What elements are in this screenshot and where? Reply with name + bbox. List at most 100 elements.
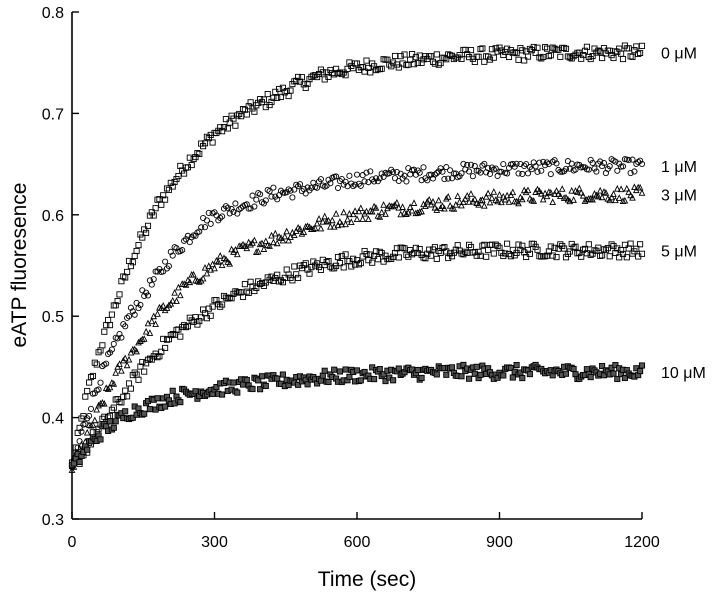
data-point xyxy=(274,94,281,101)
data-point xyxy=(243,288,250,295)
data-point xyxy=(578,253,585,260)
data-point xyxy=(144,356,152,363)
data-point xyxy=(610,54,617,62)
data-point xyxy=(509,188,517,196)
data-point xyxy=(100,400,108,407)
data-point xyxy=(500,372,507,379)
data-point xyxy=(414,250,421,257)
data-point xyxy=(382,378,389,385)
data-point xyxy=(445,175,452,182)
data-point xyxy=(583,195,591,203)
data-point xyxy=(408,206,416,214)
data-point xyxy=(409,51,416,58)
data-point xyxy=(501,195,509,203)
data-point xyxy=(290,231,298,239)
data-point xyxy=(319,217,327,225)
data-point xyxy=(369,259,376,266)
data-point xyxy=(106,322,114,329)
data-point xyxy=(162,196,169,203)
data-point xyxy=(509,374,516,381)
data-point xyxy=(274,271,281,278)
data-point xyxy=(148,356,155,363)
data-point xyxy=(448,52,456,59)
data-point xyxy=(524,186,532,194)
data-point xyxy=(232,288,239,295)
data-point xyxy=(585,241,592,248)
data-point xyxy=(224,125,231,132)
data-point xyxy=(638,189,646,196)
data-point xyxy=(101,328,108,335)
data-point xyxy=(228,245,235,253)
data-point xyxy=(505,198,513,205)
data-point xyxy=(507,253,514,260)
data-point xyxy=(638,160,646,167)
data-point xyxy=(475,200,482,208)
data-point xyxy=(317,224,325,232)
data-point xyxy=(616,254,623,261)
data-point xyxy=(435,61,442,68)
data-point xyxy=(515,199,522,207)
data-point xyxy=(456,198,463,205)
data-point xyxy=(460,198,467,206)
data-point xyxy=(243,376,250,384)
data-point xyxy=(87,421,95,429)
data-point xyxy=(513,160,520,167)
data-point xyxy=(87,373,95,381)
data-point xyxy=(125,313,133,320)
data-point xyxy=(496,244,503,251)
data-point xyxy=(633,245,640,252)
data-point xyxy=(104,385,112,392)
data-point xyxy=(376,366,383,373)
data-point xyxy=(247,205,254,212)
data-point xyxy=(583,366,590,373)
data-point xyxy=(469,249,476,256)
data-point xyxy=(295,73,302,80)
data-point xyxy=(395,64,402,71)
data-point xyxy=(315,215,323,222)
data-point xyxy=(572,51,579,58)
data-point xyxy=(365,215,372,223)
data-point xyxy=(133,247,140,255)
data-point xyxy=(350,255,357,262)
data-point xyxy=(579,191,587,199)
data-points xyxy=(68,42,646,473)
data-point xyxy=(424,250,431,257)
data-point xyxy=(367,168,374,175)
data-point xyxy=(458,201,465,209)
data-point xyxy=(587,156,594,163)
data-point xyxy=(122,387,129,394)
data-point xyxy=(467,47,475,54)
data-point xyxy=(519,375,526,382)
data-point xyxy=(595,47,602,54)
data-point xyxy=(281,232,289,240)
data-point xyxy=(340,208,348,216)
data-point xyxy=(279,189,286,196)
data-point xyxy=(496,190,503,198)
data-point xyxy=(428,171,435,178)
data-point xyxy=(353,60,361,67)
data-point xyxy=(477,46,484,53)
data-point xyxy=(475,53,482,60)
data-point xyxy=(638,362,646,369)
data-point xyxy=(118,334,125,341)
data-point xyxy=(106,412,114,420)
data-point xyxy=(255,99,262,106)
data-point xyxy=(230,379,237,386)
data-point xyxy=(148,281,155,288)
data-point xyxy=(363,207,370,215)
data-point xyxy=(477,252,484,259)
data-point xyxy=(477,196,484,204)
data-point xyxy=(557,241,564,248)
data-point xyxy=(258,373,266,380)
data-point xyxy=(184,323,191,330)
x-tick-label: 300 xyxy=(201,534,228,551)
data-point xyxy=(395,254,402,261)
data-point xyxy=(530,43,537,51)
data-point xyxy=(163,185,171,192)
data-point xyxy=(219,301,226,308)
data-point xyxy=(490,54,497,61)
data-point xyxy=(114,298,121,305)
data-point xyxy=(368,207,376,215)
data-point xyxy=(314,74,321,81)
data-point xyxy=(169,331,176,338)
